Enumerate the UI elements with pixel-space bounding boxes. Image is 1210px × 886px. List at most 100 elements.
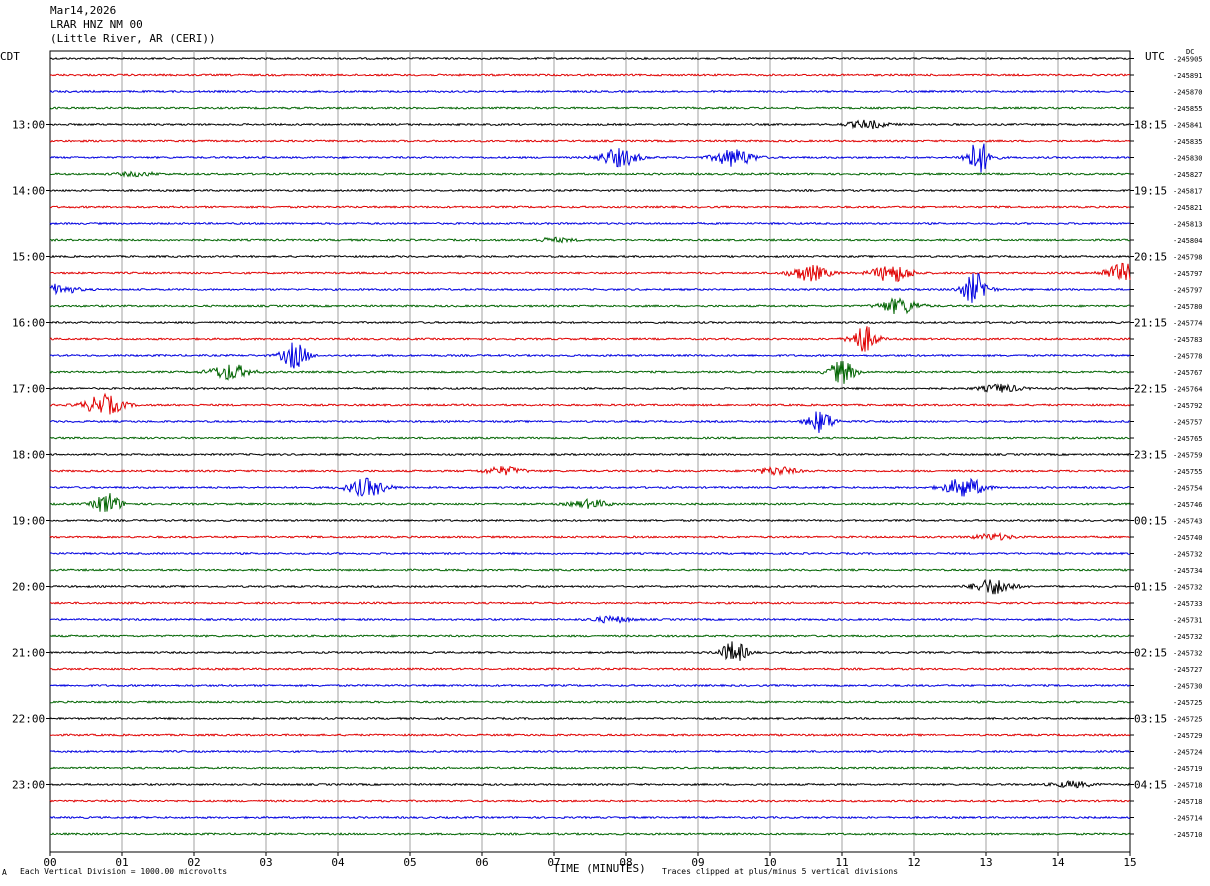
dc-offset-label: -245732 — [1173, 551, 1203, 559]
trace-row — [49, 205, 1131, 209]
right-hour-label: 00:15 — [1134, 515, 1167, 528]
x-tick-label: 09 — [691, 856, 704, 869]
dc-offset-label: -245732 — [1173, 584, 1203, 592]
dc-offset-label: -245765 — [1173, 435, 1203, 443]
trace-row — [49, 799, 1131, 803]
trace-row — [49, 641, 1131, 661]
location-label: (Little River, AR (CERI)) — [50, 32, 216, 45]
dc-offset-label: -245732 — [1173, 633, 1203, 641]
left-hour-label: 18:00 — [12, 449, 45, 462]
dc-offset-label: -245835 — [1173, 138, 1203, 146]
trace-row — [49, 170, 1131, 178]
dc-offset-label: -245821 — [1173, 204, 1203, 212]
dc-offset-label: -245710 — [1173, 831, 1203, 839]
right-timezone-label: UTC — [1145, 50, 1165, 63]
x-tick-label: 12 — [907, 856, 920, 869]
trace-row — [49, 272, 1131, 303]
dc-offset-label: -245827 — [1173, 171, 1203, 179]
trace-row — [49, 436, 1131, 440]
x-tick-label: 14 — [1051, 856, 1065, 869]
trace-row — [50, 518, 1131, 523]
dc-offset-label: -245727 — [1173, 666, 1203, 674]
dc-offset-label: -245813 — [1173, 221, 1203, 229]
dc-offset-label: -245733 — [1173, 600, 1203, 608]
right-hour-label: 18:15 — [1134, 119, 1167, 132]
right-hour-label: 21:15 — [1134, 317, 1167, 330]
dc-offset-label: -245870 — [1173, 89, 1203, 97]
clip-note: Traces clipped at plus/minus 5 vertical … — [662, 867, 899, 876]
trace-row — [49, 392, 1131, 415]
trace-row — [49, 361, 1131, 384]
trace-row — [49, 683, 1131, 688]
trace-row — [49, 221, 1131, 226]
dc-offset-label: -245855 — [1173, 105, 1203, 113]
dc-offset-label: -245718 — [1173, 798, 1203, 806]
trace-row — [49, 568, 1130, 572]
trace-row — [49, 139, 1131, 143]
trace-row — [49, 342, 1131, 369]
left-hour-label: 19:00 — [12, 515, 45, 528]
dc-offset-label: -245797 — [1173, 287, 1203, 295]
x-axis-title: TIME (MINUTES) — [553, 862, 646, 875]
footer-mark: A — [2, 868, 7, 877]
x-tick-label: 10 — [763, 856, 776, 869]
trace-row — [49, 465, 1131, 477]
dc-offset-label: -245905 — [1173, 56, 1203, 64]
trace-row — [49, 326, 1131, 352]
trace-row — [49, 383, 1131, 393]
dc-offset-label: -245792 — [1173, 402, 1203, 410]
trace-row — [49, 832, 1131, 836]
right-hour-label: 22:15 — [1134, 383, 1167, 396]
dc-offset-label: -245830 — [1173, 155, 1203, 163]
trace-row — [49, 477, 1131, 498]
dc-offset-label: -245718 — [1173, 782, 1203, 790]
left-hour-label: 17:00 — [12, 383, 45, 396]
trace-row — [49, 700, 1131, 704]
dc-offset-label: -245841 — [1173, 122, 1203, 130]
trace-row — [49, 452, 1131, 457]
right-hour-label: 23:15 — [1134, 449, 1167, 462]
trace-row — [49, 551, 1130, 556]
dc-offset-label: -245764 — [1173, 386, 1203, 394]
dc-offset-label: -245725 — [1173, 699, 1203, 707]
left-hour-label: 16:00 — [12, 317, 45, 330]
trace-row — [49, 411, 1131, 433]
dc-offset-label: -245891 — [1173, 72, 1203, 80]
dc-offset-label: -245755 — [1173, 468, 1203, 476]
trace-row — [50, 254, 1131, 259]
left-hour-label: 15:00 — [12, 251, 45, 264]
trace-row — [49, 766, 1131, 770]
scale-note: Each Vertical Division = 1000.00 microvo… — [20, 867, 228, 876]
x-tick-label: 13 — [979, 856, 992, 869]
trace-row — [49, 493, 1131, 512]
trace-row — [49, 634, 1131, 638]
dc-offset-label: -245724 — [1173, 749, 1203, 757]
dc-label: DC — [1186, 48, 1195, 56]
trace-row — [49, 749, 1130, 754]
dc-offset-label: -245740 — [1173, 534, 1203, 542]
trace-row — [49, 716, 1131, 721]
plot-frame — [49, 50, 1131, 853]
x-tick-label: 15 — [1123, 856, 1136, 869]
left-hour-label: 21:00 — [12, 647, 45, 660]
dc-offset-label: -245778 — [1173, 353, 1203, 361]
date-label: Mar14,2026 — [50, 4, 117, 17]
left-timezone-label: CDT — [0, 50, 20, 63]
x-tick-label: 02 — [187, 856, 200, 869]
trace-row — [49, 578, 1131, 595]
trace-row — [49, 236, 1131, 244]
trace-row — [49, 56, 1131, 61]
right-hour-label: 02:15 — [1134, 647, 1167, 660]
station-label: LRAR HNZ NM 00 — [50, 18, 143, 31]
left-hour-label: 23:00 — [12, 779, 45, 792]
trace-row — [49, 297, 1131, 315]
x-tick-label: 08 — [619, 856, 632, 869]
dc-offset-label: -245732 — [1173, 650, 1203, 658]
trace-row — [49, 89, 1131, 94]
x-tick-label: 05 — [403, 856, 416, 869]
dc-offset-label: -245774 — [1173, 320, 1203, 328]
seismic-traces — [49, 56, 1131, 836]
trace-row — [49, 532, 1131, 541]
trace-row — [49, 733, 1131, 737]
